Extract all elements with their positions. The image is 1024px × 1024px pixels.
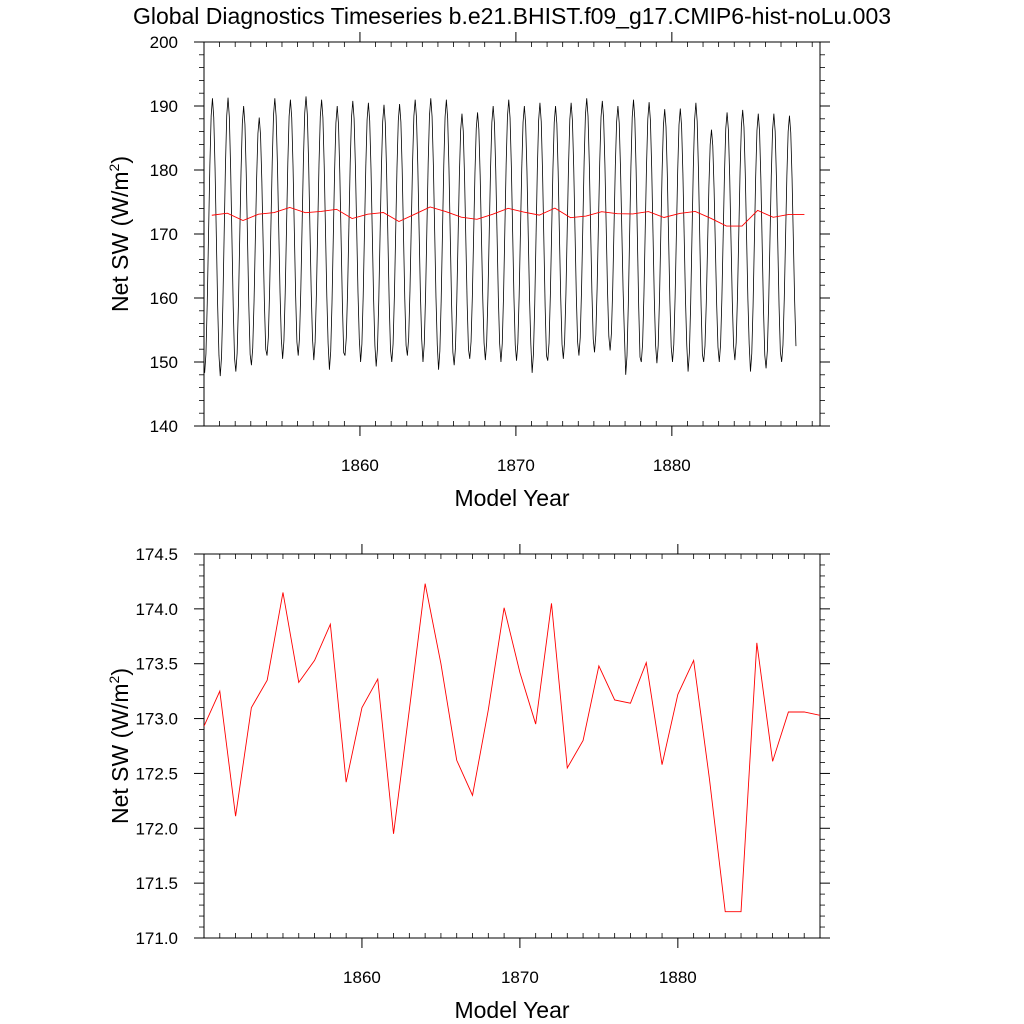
y-tick-label: 173.5 xyxy=(135,655,178,674)
annual-mean-series-line xyxy=(204,583,820,913)
plot-frame xyxy=(203,553,821,939)
y-tick-label: 190 xyxy=(150,97,178,116)
y-tick-label: 174.5 xyxy=(135,545,178,564)
y-axis-label-text: Net SW (W/m xyxy=(107,683,133,824)
y-tick-label: 172.5 xyxy=(135,764,178,783)
y-axis-label-close: ) xyxy=(107,668,133,676)
x-tick-label: 1880 xyxy=(653,456,691,475)
bottom-panel: 1860 1870 1880 171.0 171.5 172.0 172.5 173.0 173… xyxy=(106,544,830,1023)
x-tick-label: 1870 xyxy=(501,968,539,987)
y-tick-label: 173.0 xyxy=(135,710,178,729)
monthly-series-line xyxy=(204,96,797,377)
x-axis-label: Model Year xyxy=(454,485,569,511)
y-axis-label-superscript: 2 xyxy=(106,163,122,171)
y-tick-label: 172.0 xyxy=(135,819,178,838)
y-tick-label: 140 xyxy=(150,417,178,436)
y-tick-label: 174.0 xyxy=(135,600,178,619)
x-tick-label: 1870 xyxy=(497,456,535,475)
y-tick-label: 200 xyxy=(150,33,178,52)
x-tick-label: 1880 xyxy=(659,968,697,987)
y-tick-label: 160 xyxy=(150,289,178,308)
y-tick-label: 170 xyxy=(150,225,178,244)
annual-mean-series-line xyxy=(211,206,805,227)
y-axis-label: Net SW (W/m2) xyxy=(106,668,133,824)
top-panel: 1860 1870 1880 140 150 160 170 180 190 200 Model Y… xyxy=(106,32,830,511)
x-axis-label: Model Year xyxy=(454,997,569,1023)
page-title: Global Diagnostics Timeseries b.e21.BHIS… xyxy=(133,3,891,29)
y-tick-label: 171.0 xyxy=(135,929,178,948)
y-tick-label: 150 xyxy=(150,353,178,372)
y-axis-label-superscript: 2 xyxy=(106,675,122,683)
y-tick-label: 180 xyxy=(150,161,178,180)
y-axis-label-text: Net SW (W/m xyxy=(107,171,133,312)
x-tick-label: 1860 xyxy=(343,968,381,987)
plot-frame xyxy=(203,41,821,427)
y-axis-label-close: ) xyxy=(107,156,133,164)
y-tick-label: 171.5 xyxy=(135,874,178,893)
y-axis-label: Net SW (W/m2) xyxy=(106,156,133,312)
x-tick-label: 1860 xyxy=(341,456,379,475)
